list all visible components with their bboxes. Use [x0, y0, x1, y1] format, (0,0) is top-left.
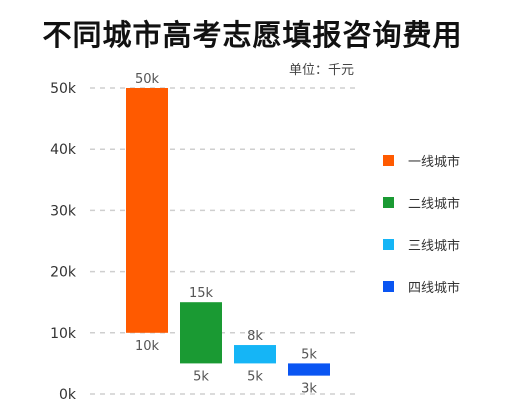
legend-item: 一线城市 [383, 150, 503, 170]
bar-high-label: 50k [135, 72, 160, 87]
bar [180, 302, 222, 364]
y-tick-label: 0k [59, 387, 77, 403]
legend-item: 二线城市 [383, 192, 503, 212]
bar-low-label: 10k [135, 339, 160, 354]
y-tick-label: 20k [50, 265, 77, 281]
unit-label: 单位：千元 [289, 63, 354, 78]
bar-low-label: 3k [301, 382, 317, 397]
y-tick-label: 40k [50, 142, 77, 158]
legend-swatch [383, 154, 394, 166]
chart-title: 不同城市高考志愿填报咨询费用 [42, 18, 463, 52]
bar [234, 345, 276, 364]
legend-swatch [383, 280, 394, 292]
bar-high-label: 5k [301, 347, 317, 362]
legend-label: 一线城市 [408, 154, 461, 170]
legend-item: 三线城市 [383, 234, 503, 254]
y-tick-label: 30k [50, 203, 77, 219]
legend-swatch [383, 238, 394, 250]
bar [288, 363, 330, 376]
legend-swatch [383, 196, 394, 208]
bar [126, 88, 168, 333]
bar-low-label: 5k [247, 369, 263, 384]
legend-label: 三线城市 [408, 238, 461, 254]
legend-item: 四线城市 [383, 276, 503, 296]
y-tick-label: 10k [50, 326, 77, 342]
legend-label: 四线城市 [408, 280, 461, 296]
legend-label: 二线城市 [408, 196, 461, 212]
legend: 一线城市 二线城市 三线城市 四线城市 [383, 150, 503, 318]
bar-low-label: 5k [193, 369, 209, 384]
bar-high-label: 15k [189, 286, 214, 301]
y-tick-label: 50k [50, 81, 77, 97]
bar-high-label: 8k [247, 329, 263, 344]
